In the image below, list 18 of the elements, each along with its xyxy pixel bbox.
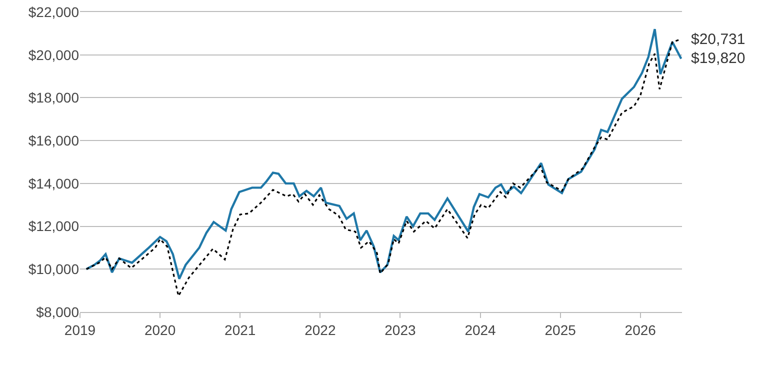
x-tick-label: 2024 bbox=[464, 322, 496, 338]
y-tick-label: $8,000 bbox=[36, 304, 80, 320]
x-tick-label: 2023 bbox=[384, 322, 416, 338]
x-tick-label: 2021 bbox=[224, 322, 256, 338]
x-tick-label: 2025 bbox=[544, 322, 576, 338]
annotation: $19,820 bbox=[691, 50, 746, 67]
y-tick-label: $20,000 bbox=[28, 46, 80, 63]
y-tick-label: $14,000 bbox=[28, 175, 80, 192]
y-tick-label: $18,000 bbox=[28, 90, 80, 106]
y-tick-label: $16,000 bbox=[28, 132, 80, 148]
x-tick-label: 2022 bbox=[304, 322, 336, 338]
y-tick-label: $12,000 bbox=[28, 218, 80, 234]
y-tick-label: $22,000 bbox=[28, 4, 80, 20]
x-tick-label: 2026 bbox=[624, 322, 656, 338]
x-tick-label: 2020 bbox=[144, 322, 176, 338]
annotation: $20,731 bbox=[691, 31, 746, 48]
y-tick-label: $10,000 bbox=[28, 261, 80, 278]
x-tick-label: 2019 bbox=[64, 322, 96, 338]
